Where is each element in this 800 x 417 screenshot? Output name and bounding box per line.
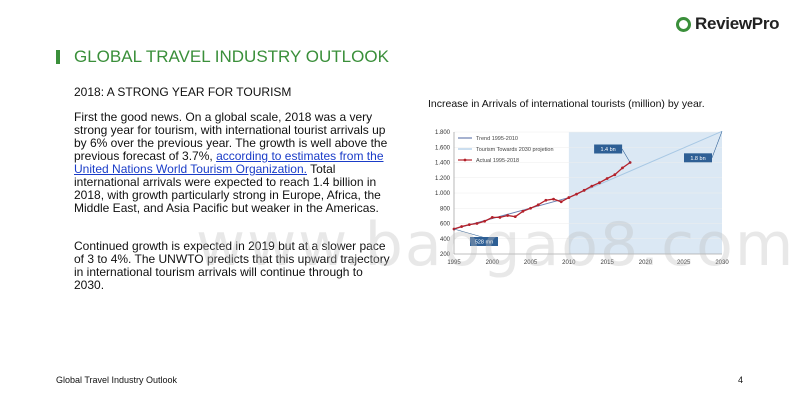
x-tick-label: 2005 xyxy=(524,260,538,266)
annotation-box xyxy=(470,236,498,246)
x-tick-label: 2020 xyxy=(639,260,653,266)
paragraph-1-start: First the good news. On a global scale, … xyxy=(74,110,388,163)
x-tick-label: 2015 xyxy=(600,260,614,266)
y-tick-label: 400 xyxy=(440,237,451,243)
actual-point xyxy=(613,173,617,177)
y-tick-label: 1.000 xyxy=(435,191,451,197)
actual-point xyxy=(529,206,532,210)
actual-point xyxy=(598,181,601,185)
actual-point xyxy=(467,223,471,227)
actual-point xyxy=(605,177,609,180)
page-number: 4 xyxy=(738,375,744,385)
unwto-estimates-link[interactable]: according to estimates from the United N… xyxy=(74,149,384,176)
actual-point xyxy=(460,225,464,228)
actual-point xyxy=(475,222,479,225)
paragraph-1-end: Total international arrivals were expect… xyxy=(74,162,381,215)
annotation-box xyxy=(684,153,712,163)
annotation-box xyxy=(594,144,623,154)
legend-marker xyxy=(463,158,467,162)
actual-point xyxy=(521,209,525,213)
annotation-label: 1.4 bn xyxy=(600,147,615,153)
watermark: www.baogao8.com xyxy=(196,210,796,280)
annotation-connector xyxy=(453,228,499,242)
actual-point xyxy=(490,216,494,219)
actual-point xyxy=(590,184,594,188)
title-accent-bar xyxy=(56,50,60,64)
y-tick-label: 1.800 xyxy=(435,130,451,136)
actual-point xyxy=(452,227,456,231)
actual-point xyxy=(513,215,517,219)
footer-title: Global Travel Industry Outlook xyxy=(56,375,178,385)
x-tick-label: 2000 xyxy=(486,260,500,266)
actual-point xyxy=(567,196,571,199)
y-tick-label: 800 xyxy=(440,206,451,212)
actual-point xyxy=(559,200,563,204)
legend-label: Trend 1995-2010 xyxy=(476,136,518,142)
x-tick-label: 2030 xyxy=(715,260,729,266)
chart-title: Increase in Arrivals of international to… xyxy=(428,98,705,110)
series-line-1 xyxy=(568,130,723,199)
y-tick-label: 1.400 xyxy=(435,161,451,167)
actual-point xyxy=(536,203,540,207)
y-tick-label: 200 xyxy=(440,252,451,258)
actual-point xyxy=(483,219,487,223)
actual-point xyxy=(575,192,578,196)
arrivals-chart: 1.800 1.600 1.400 1.200 1.000 800 600 400 200 199… xyxy=(435,130,729,266)
actual-point xyxy=(552,197,555,201)
x-tick-label: 1995 xyxy=(447,260,461,266)
paragraph-2: Continued growth is expected in 2019 but… xyxy=(74,239,390,292)
actual-point xyxy=(544,198,548,202)
actual-point xyxy=(621,166,624,170)
logo-ring-icon xyxy=(676,16,691,32)
paragraph-1: First the good news. On a global scale, … xyxy=(74,111,394,215)
legend-label: Actual 1995-2018 xyxy=(476,158,519,164)
section-subtitle: 2018: A STRONG YEAR FOR TOURISM xyxy=(74,85,292,99)
actual-point xyxy=(498,216,502,219)
annotation-label: 528 mn xyxy=(475,239,493,245)
x-tick-label: 2010 xyxy=(562,260,576,266)
y-tick-label: 600 xyxy=(440,222,451,228)
page-title: GLOBAL TRAVEL INDUSTRY OUTLOOK xyxy=(74,47,389,66)
annotation-connector xyxy=(711,131,723,158)
annotation-connector xyxy=(621,148,631,163)
annotation-label: 1.8 bn xyxy=(690,156,705,162)
actual-point xyxy=(582,188,586,192)
y-tick-label: 1.600 xyxy=(435,145,451,151)
legend-label: Tourism Towards 2030 projetion xyxy=(476,147,554,153)
brand-logo: ReviewPro xyxy=(676,14,780,34)
brand-name: ReviewPro xyxy=(695,14,780,33)
y-tick-label: 1.200 xyxy=(435,176,451,182)
x-tick-label: 2025 xyxy=(677,260,691,266)
actual-point xyxy=(506,214,509,217)
